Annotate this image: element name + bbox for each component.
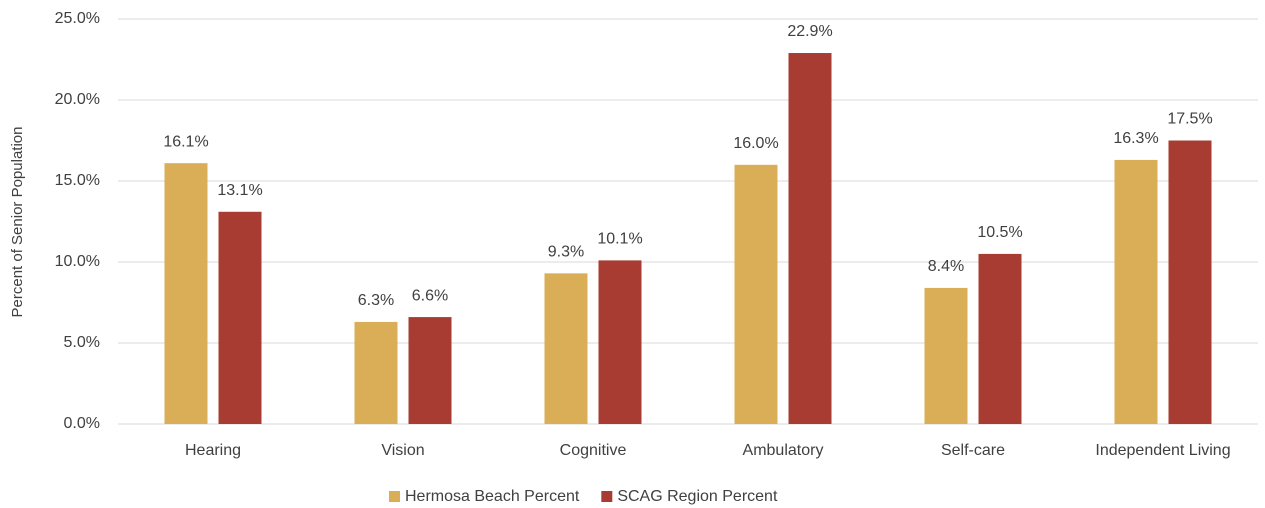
x-tick-label: Independent Living xyxy=(1095,442,1230,459)
data-label: 10.1% xyxy=(597,231,642,248)
y-tick-label: 25.0% xyxy=(55,10,100,27)
data-label: 13.1% xyxy=(217,182,262,199)
data-label: 16.3% xyxy=(1113,130,1158,147)
data-label: 8.4% xyxy=(928,258,964,275)
bar xyxy=(1114,159,1158,424)
y-tick-label: 10.0% xyxy=(55,253,100,270)
y-tick-label: 5.0% xyxy=(64,334,100,351)
y-tick-label: 15.0% xyxy=(55,172,100,189)
bar xyxy=(354,321,398,424)
y-tick-label: 20.0% xyxy=(55,91,100,108)
bar xyxy=(924,287,968,424)
bar xyxy=(598,260,642,424)
legend-swatch xyxy=(389,491,400,502)
y-tick-label: 0.0% xyxy=(64,415,100,432)
legend-swatch xyxy=(601,491,613,502)
data-label: 9.3% xyxy=(548,244,584,261)
data-label: 22.9% xyxy=(787,23,832,40)
data-label: 16.1% xyxy=(163,133,208,150)
data-label: 10.5% xyxy=(977,224,1022,241)
bar xyxy=(734,164,778,425)
bar xyxy=(544,273,588,424)
y-axis-label: Percent of Senior Population xyxy=(9,127,26,318)
bar xyxy=(978,253,1022,424)
bar xyxy=(788,53,832,425)
bar xyxy=(1168,140,1212,424)
data-label: 16.0% xyxy=(733,135,778,152)
legend-label: Hermosa Beach Percent xyxy=(405,488,580,505)
bar xyxy=(218,211,262,424)
x-tick-label: Hearing xyxy=(185,442,241,459)
x-tick-label: Ambulatory xyxy=(743,442,824,459)
data-label: 6.3% xyxy=(358,292,394,309)
data-label: 17.5% xyxy=(1167,111,1212,128)
data-label: 6.6% xyxy=(412,287,448,304)
legend-label: SCAG Region Percent xyxy=(617,488,778,505)
bar xyxy=(164,163,208,424)
x-tick-label: Self-care xyxy=(941,442,1005,459)
x-tick-label: Vision xyxy=(381,442,424,459)
bar xyxy=(408,317,452,424)
x-tick-label: Cognitive xyxy=(560,442,627,459)
